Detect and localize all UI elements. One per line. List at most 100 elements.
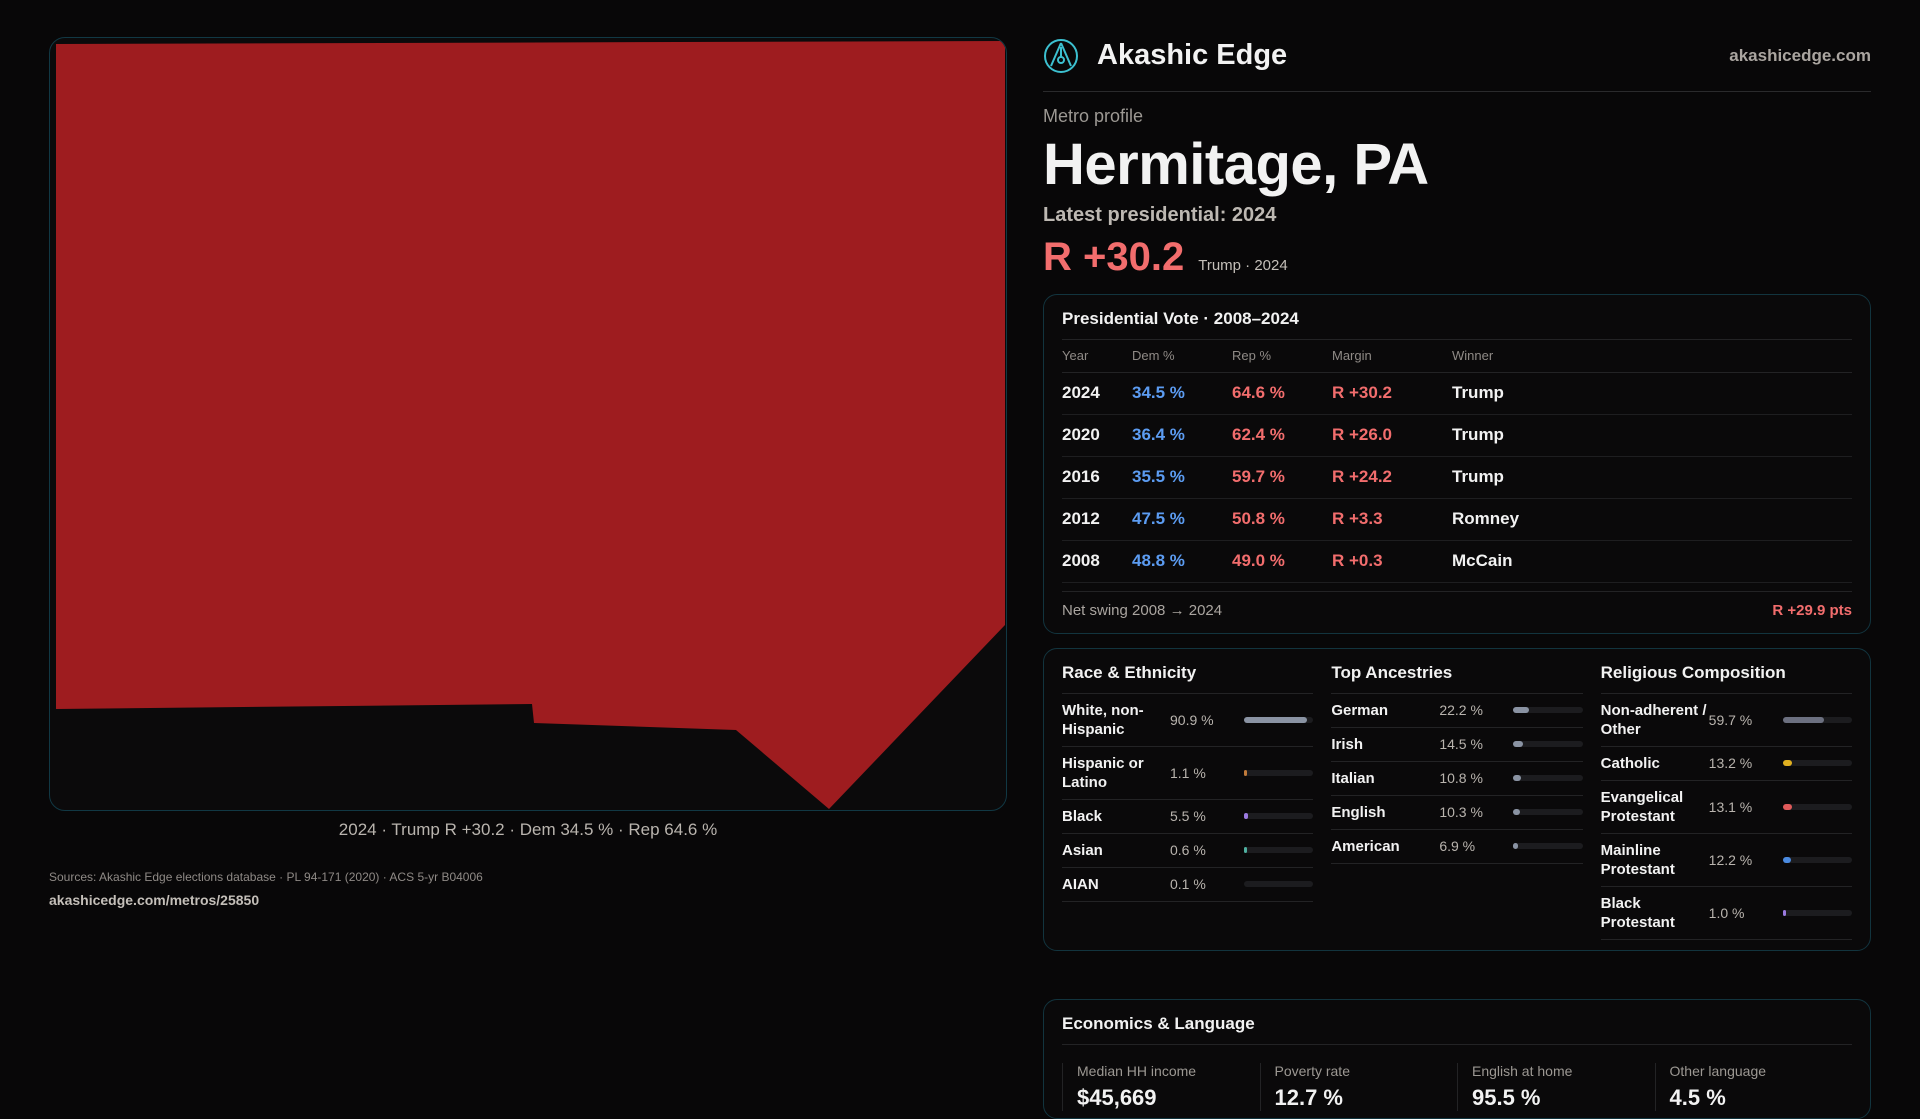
- item-value: 5.5 %: [1170, 808, 1244, 824]
- metric-label: Other language: [1670, 1063, 1853, 1079]
- vote-cell: McCain: [1452, 540, 1852, 582]
- vote-cell: Trump: [1452, 456, 1852, 498]
- item-bar-fill: [1513, 809, 1520, 815]
- column-header: Margin: [1332, 340, 1452, 372]
- latest-label: Latest presidential: 2024: [1043, 204, 1871, 227]
- vote-cell: Trump: [1452, 372, 1852, 414]
- item-bar-fill: [1513, 775, 1520, 781]
- item-bar-fill: [1783, 857, 1791, 863]
- item-label: Evangelical Protestant: [1601, 788, 1709, 826]
- item-label: Black: [1062, 807, 1170, 826]
- metric-label: Median HH income: [1077, 1063, 1260, 1079]
- item-bar: [1783, 760, 1852, 766]
- religion-section: Religious Composition Non-adherent / Othe…: [1601, 663, 1852, 940]
- column-header: Dem %: [1132, 340, 1232, 372]
- item-bar-fill: [1783, 760, 1792, 766]
- metric-value: 4.5 %: [1670, 1085, 1853, 1111]
- item-bar: [1244, 770, 1313, 776]
- brand-domain-link[interactable]: akashicedge.com: [1729, 46, 1871, 66]
- vote-cell: 48.8 %: [1132, 540, 1232, 582]
- vote-cell: 34.5 %: [1132, 372, 1232, 414]
- vote-cell: 2024: [1062, 372, 1132, 414]
- vote-cell: R +0.3: [1332, 540, 1452, 582]
- vote-cell: R +26.0: [1332, 414, 1452, 456]
- vote-cell: Romney: [1452, 498, 1852, 540]
- metro-map[interactable]: [49, 37, 1007, 811]
- item-bar: [1513, 775, 1582, 781]
- item-bar-fill: [1783, 717, 1824, 723]
- vote-cell: 2020: [1062, 414, 1132, 456]
- item-value: 90.9 %: [1170, 712, 1244, 728]
- economics-card: Economics & Language Median HH income$45…: [1043, 999, 1871, 1119]
- metric-label: Poverty rate: [1275, 1063, 1458, 1079]
- economics-metric: Poverty rate 12.7 %: [1260, 1063, 1458, 1111]
- map-caption: 2024 · Trump R +30.2 · Dem 34.5 % · Rep …: [49, 820, 1007, 840]
- item-bar: [1783, 857, 1852, 863]
- item-label: Non-adherent / Other: [1601, 701, 1709, 739]
- item-bar-fill: [1513, 843, 1518, 849]
- header: Akashic Edge akashicedge.com: [1043, 0, 1871, 92]
- vote-cell: 50.8 %: [1232, 498, 1332, 540]
- item-bar-fill: [1513, 707, 1528, 713]
- religion-title: Religious Composition: [1601, 663, 1852, 694]
- column-header: Winner: [1452, 340, 1852, 372]
- vote-cell: R +3.3: [1332, 498, 1452, 540]
- item-label: Mainline Protestant: [1601, 841, 1709, 879]
- item-value: 1.0 %: [1709, 905, 1783, 921]
- item-label: Irish: [1331, 735, 1439, 754]
- item-bar: [1783, 910, 1852, 916]
- item-value: 13.2 %: [1709, 755, 1783, 771]
- item-value: 10.3 %: [1439, 804, 1513, 820]
- item-bar: [1244, 847, 1313, 853]
- akashic-logo-icon: [1043, 38, 1079, 74]
- item-value: 12.2 %: [1709, 852, 1783, 868]
- metric-label: English at home: [1472, 1063, 1655, 1079]
- vote-cell: Trump: [1452, 414, 1852, 456]
- vote-cell: 35.5 %: [1132, 456, 1232, 498]
- item-label: American: [1331, 837, 1439, 856]
- ancestry-title: Top Ancestries: [1331, 663, 1582, 694]
- item-bar: [1513, 741, 1582, 747]
- item-label: Asian: [1062, 841, 1170, 860]
- metric-value: 12.7 %: [1275, 1085, 1458, 1111]
- permalink[interactable]: akashicedge.com/metros/25850: [49, 892, 259, 908]
- item-label: Hispanic or Latino: [1062, 754, 1170, 792]
- economics-metric: Median HH income$45,669: [1062, 1063, 1260, 1111]
- item-bar: [1244, 881, 1313, 887]
- swing-value: R +29.9 pts: [1772, 602, 1852, 619]
- vote-card-title: Presidential Vote · 2008–2024: [1062, 309, 1852, 340]
- item-bar-fill: [1244, 770, 1247, 776]
- item-label: Catholic: [1601, 754, 1709, 773]
- item-value: 0.6 %: [1170, 842, 1244, 858]
- vote-cell: 36.4 %: [1132, 414, 1232, 456]
- item-bar-fill: [1513, 741, 1523, 747]
- item-bar: [1513, 809, 1582, 815]
- latest-winner: Trump · 2024: [1198, 257, 1287, 274]
- vote-cell: 62.4 %: [1232, 414, 1332, 456]
- item-bar-fill: [1783, 804, 1792, 810]
- vote-cell: 2012: [1062, 498, 1132, 540]
- vote-cell: 64.6 %: [1232, 372, 1332, 414]
- item-bar: [1783, 717, 1852, 723]
- page-title: Hermitage, PA: [1043, 131, 1871, 198]
- kicker: Metro profile: [1043, 106, 1871, 127]
